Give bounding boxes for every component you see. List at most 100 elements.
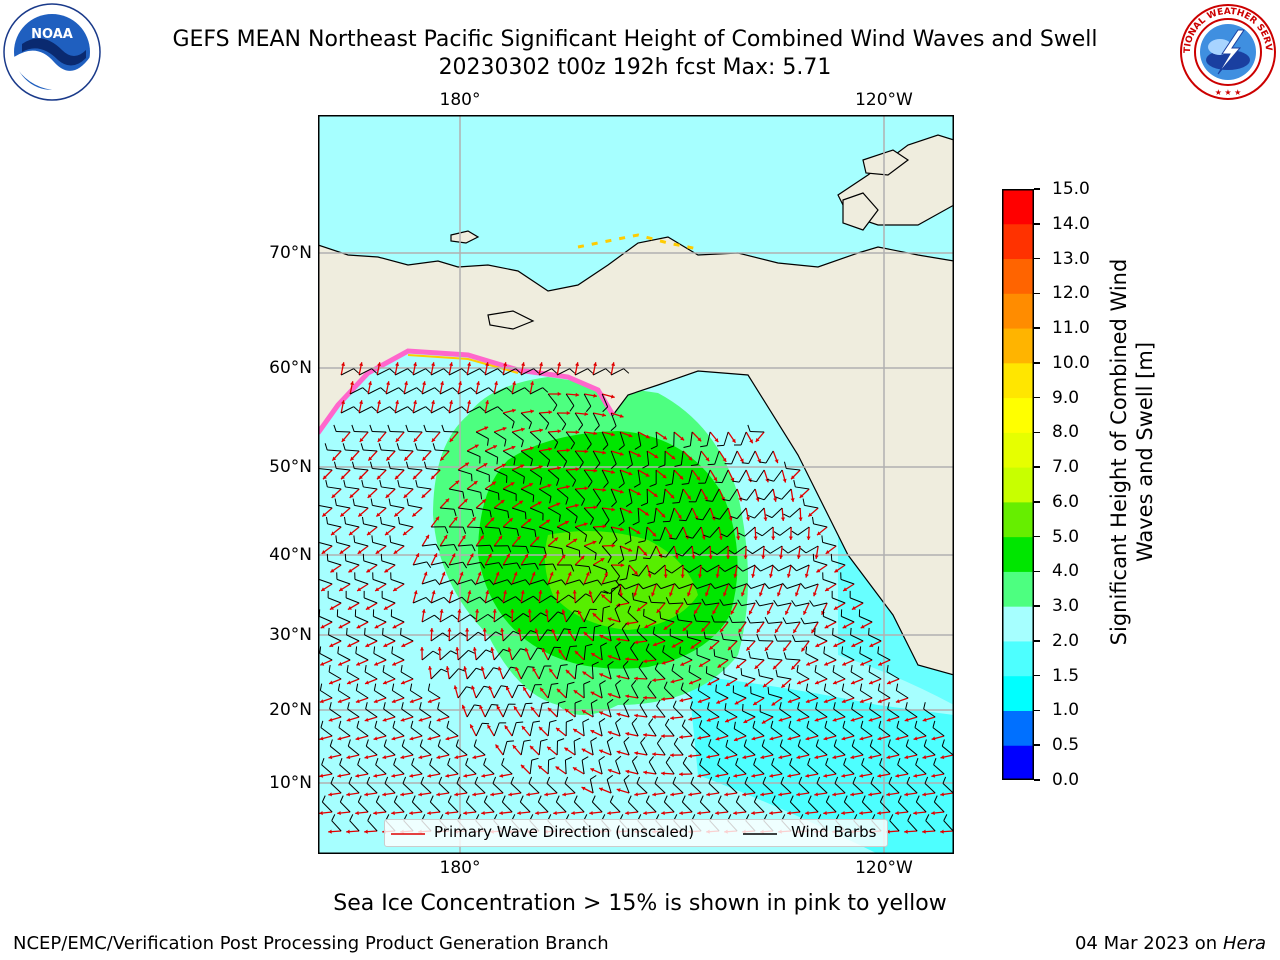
- wind-barb-shaft: [789, 801, 801, 813]
- wind-barb-shaft: [705, 602, 720, 606]
- wind-barb-shaft: [448, 596, 463, 604]
- wave-arrow-head: [508, 518, 513, 522]
- wind-barb-shaft: [660, 583, 675, 590]
- wave-arrow-head: [677, 514, 682, 519]
- wind-barb-flag: [532, 495, 535, 503]
- wind-barb-flag: [712, 516, 720, 520]
- wind-barb-shaft: [440, 579, 454, 585]
- wind-barb-shaft: [638, 667, 648, 680]
- colorbar-tick-mark: [1034, 362, 1040, 364]
- wind-barb-shaft: [933, 801, 945, 813]
- wind-barb-flag: [622, 660, 629, 667]
- wind-barb-flag: [933, 795, 938, 803]
- wind-barb-flag: [555, 795, 560, 803]
- wind-barb-shaft: [538, 412, 550, 424]
- wind-barb-shaft: [357, 801, 369, 813]
- wave-arrow-head: [697, 735, 702, 740]
- wind-barb-flag: [371, 406, 378, 412]
- wind-barb-flag: [636, 624, 641, 632]
- wind-barb-flag: [587, 368, 594, 374]
- wind-barb-flag: [550, 595, 557, 601]
- wave-arrow-head: [619, 451, 624, 456]
- wave-arrow-head: [644, 511, 649, 516]
- wind-barb-shaft: [447, 801, 459, 813]
- wind-barb-shaft: [852, 783, 864, 794]
- wind-barb-shaft: [476, 579, 490, 585]
- wind-barb-shaft: [466, 704, 475, 718]
- wind-barb-flag: [869, 739, 873, 747]
- wind-barb-shaft: [592, 564, 607, 571]
- wave-arrow-head: [593, 393, 597, 398]
- wind-barb-shaft: [538, 629, 548, 642]
- wind-barb-flag: [879, 795, 884, 803]
- wave-arrow-head: [401, 643, 406, 648]
- wind-barb-shaft: [484, 596, 498, 604]
- wave-arrow-head: [321, 587, 326, 591]
- wind-barb-flag: [370, 498, 373, 506]
- wind-barb-shaft: [437, 708, 450, 718]
- wave-arrow-head: [319, 736, 324, 741]
- wind-barb-shaft: [319, 652, 333, 661]
- wave-arrow-head: [832, 792, 836, 797]
- wave-arrow-head: [791, 475, 795, 480]
- colorbar-tick-mark: [1034, 466, 1040, 468]
- wind-barb-shaft: [851, 745, 864, 756]
- wave-arrow-head: [499, 773, 504, 778]
- colorbar-tick-label: 14.0: [1052, 213, 1090, 234]
- wind-barb-flag: [589, 518, 594, 525]
- wind-barb-flag: [511, 421, 515, 429]
- wave-arrow-head: [706, 717, 711, 722]
- wave-arrow-head: [602, 450, 606, 455]
- wind-barb-flag: [870, 776, 875, 784]
- wind-barb-shaft: [841, 652, 855, 661]
- wave-arrow-head: [445, 666, 450, 670]
- wind-barb-flag: [682, 756, 688, 764]
- wind-barb-shaft: [372, 467, 387, 471]
- wind-barb-flag: [468, 649, 475, 654]
- wave-arrow-head: [796, 792, 800, 797]
- wave-arrow-head: [877, 736, 882, 741]
- wave-arrow-head: [328, 829, 332, 834]
- wind-barb-shaft: [573, 741, 576, 756]
- wind-barb-shaft: [475, 613, 489, 623]
- wind-barb-shaft: [609, 801, 621, 813]
- wind-barb-shaft: [467, 488, 481, 493]
- wind-barb-flag: [410, 720, 414, 728]
- wind-barb-shaft: [688, 469, 693, 484]
- wind-barb-flag: [496, 457, 499, 465]
- wind-barb-flag: [438, 776, 443, 784]
- wind-barb-shaft: [626, 564, 630, 579]
- wind-barb-flag: [497, 406, 504, 412]
- wave-arrow-head: [347, 643, 352, 648]
- wind-barb-flag: [334, 498, 337, 506]
- wind-barb-shaft: [483, 801, 495, 813]
- wind-barb-shaft: [708, 745, 720, 756]
- wind-barb-shaft: [589, 779, 594, 794]
- wind-barb-shaft: [606, 779, 612, 794]
- wind-barb-flag: [349, 814, 354, 821]
- wind-barb-flag: [669, 537, 677, 540]
- wave-arrow-head: [383, 643, 388, 648]
- wind-barb-flag: [764, 582, 770, 589]
- wind-barb-flag: [352, 498, 355, 506]
- wind-barb-shaft: [401, 745, 414, 756]
- wind-barb-shaft: [699, 801, 711, 813]
- wind-barb-shaft: [466, 596, 481, 604]
- wave-arrow-head: [645, 472, 650, 477]
- wind-barb-shaft: [318, 541, 333, 547]
- wind-barb-flag: [689, 701, 693, 709]
- wind-barb-shaft: [345, 486, 360, 490]
- wave-arrow-head: [816, 568, 821, 573]
- wind-barb-flag: [639, 699, 645, 706]
- wave-arrow-head: [618, 593, 624, 597]
- wind-barb-shaft: [382, 634, 396, 642]
- wind-barb-shaft: [732, 656, 747, 661]
- wind-barb-shaft: [375, 801, 387, 813]
- wind-barb-flag: [347, 702, 350, 710]
- wave-arrow-head: [715, 773, 720, 778]
- wind-barb-shaft: [645, 801, 657, 813]
- wind-barb-flag: [762, 776, 767, 784]
- wave-arrow-head: [490, 647, 495, 652]
- wave-arrow-head: [516, 536, 521, 541]
- wind-barb-flag: [361, 516, 365, 524]
